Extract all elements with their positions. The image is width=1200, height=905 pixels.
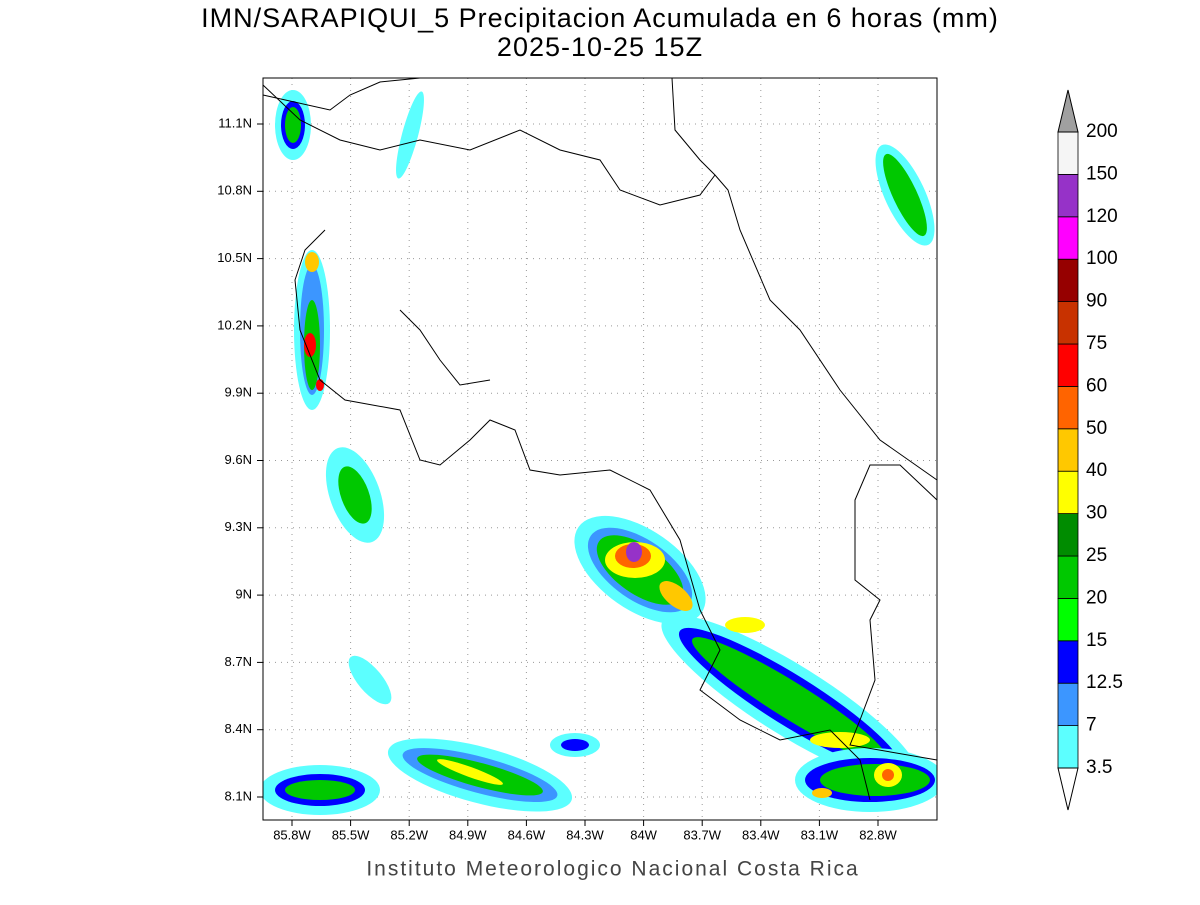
rain-blob	[574, 515, 706, 625]
rain-blob	[275, 90, 935, 757]
lon-tick-label: 84.6W	[508, 827, 546, 842]
lon-tick-label: 82.8W	[859, 827, 897, 842]
rain-blob	[661, 615, 919, 785]
title: IMN/SARAPIQUI_5 Precipitacion Acumulada …	[201, 3, 999, 33]
lat-tick-label: 10.2N	[217, 317, 252, 332]
colorbar-label: 15	[1086, 630, 1107, 651]
colorbar-box	[1057, 216, 1079, 260]
lat-tick-label: 10.5N	[217, 250, 252, 265]
colorbar-label: 30	[1086, 503, 1107, 524]
colorbar-label: 90	[1086, 291, 1107, 312]
colorbar-under	[1057, 767, 1079, 811]
colorbar-label: 60	[1086, 375, 1107, 396]
colorbar-box	[1057, 131, 1079, 175]
colorbar-label: 50	[1086, 418, 1107, 439]
lon-tick-label: 84.9W	[449, 827, 487, 842]
colorbar-label: 20	[1086, 587, 1107, 608]
colorbar-over	[1057, 89, 1079, 133]
colorbar-box	[1057, 555, 1079, 599]
colorbar-box	[1057, 258, 1079, 303]
colorbar-label: 200	[1086, 121, 1118, 142]
lat-tick-label: 8.7N	[225, 654, 252, 669]
subtitle: 2025-10-25 15Z	[497, 32, 703, 62]
lat-tick-label: 9.9N	[225, 385, 252, 400]
lon-tick-label: 84W	[630, 827, 657, 842]
rain-blob	[387, 738, 573, 812]
colorbar-box	[1057, 173, 1079, 218]
colorbar-label: 100	[1086, 248, 1118, 269]
lat-tick-label: 9N	[235, 587, 252, 602]
colorbar-box	[1057, 513, 1079, 557]
colorbar-box	[1057, 343, 1079, 387]
lat-tick-label: 8.1N	[225, 788, 252, 803]
colorbar-label: 12.5	[1086, 672, 1123, 693]
colorbar-box	[1057, 640, 1079, 684]
precip-field	[263, 90, 937, 815]
colorbar-label: 3.5	[1086, 757, 1112, 778]
lon-tick-label: 85.8W	[273, 827, 311, 842]
lon-tick-label: 83.1W	[801, 827, 839, 842]
lon-tick-label: 83.4W	[742, 827, 780, 842]
colorbar-label: 75	[1086, 333, 1107, 354]
colorbar-box	[1057, 301, 1079, 345]
lon-tick-label: 85.2W	[390, 827, 428, 842]
lon-tick-label: 85.5W	[332, 827, 370, 842]
map-frame	[262, 77, 938, 821]
colorbar: 3.5 7 12.5 15 20 25 30 40 50 60 75 90 100 120 150 200	[1057, 89, 1123, 811]
coastlines	[262, 77, 938, 801]
colorbar-box	[1057, 385, 1079, 430]
colorbar-label: 150	[1086, 163, 1118, 184]
colorbar-label: 40	[1086, 460, 1107, 481]
rain-blob	[294, 250, 330, 410]
lat-tick-label: 9.3N	[225, 519, 252, 534]
footer: Instituto Meteorologico Nacional Costa R…	[366, 858, 859, 881]
colorbar-box	[1057, 682, 1079, 727]
colorbar-box	[1057, 428, 1079, 472]
colorbar-label: 25	[1086, 545, 1107, 566]
lat-tick-label: 9.6N	[225, 452, 252, 467]
colorbar-label: 7	[1086, 715, 1097, 736]
rain-blob	[795, 748, 937, 812]
colorbar-box	[1057, 725, 1079, 769]
lat-tick-label: 11.1N	[218, 115, 252, 130]
lon-tick-label: 83.7W	[683, 827, 721, 842]
lat-tick-label: 8.4N	[225, 721, 252, 736]
lon-tick-label: 84.3W	[566, 827, 604, 842]
colorbar-box	[1057, 470, 1079, 515]
lat-tick-label: 10.8N	[217, 183, 252, 198]
rain-blob	[263, 765, 380, 815]
colorbar-label: 120	[1086, 206, 1118, 227]
colorbar-box	[1057, 598, 1079, 642]
